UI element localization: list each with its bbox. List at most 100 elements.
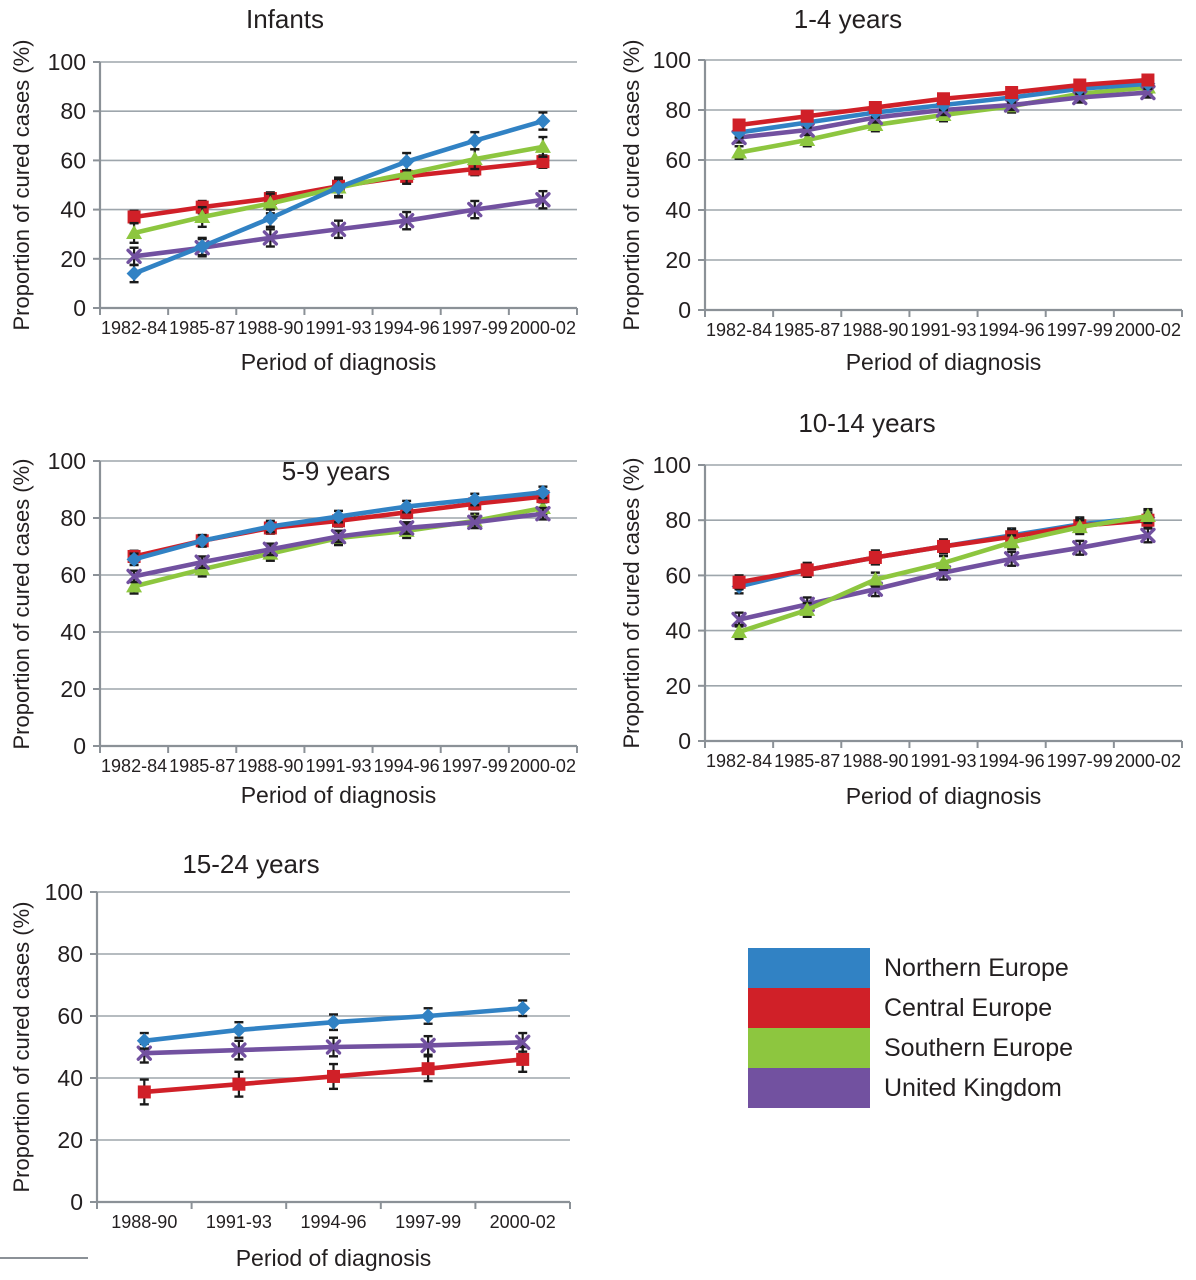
legend-label: Northern Europe <box>884 953 1069 982</box>
svg-text:100: 100 <box>653 452 691 478</box>
svg-text:20: 20 <box>57 1127 83 1153</box>
svg-text:0: 0 <box>73 733 86 759</box>
svg-text:1997-99: 1997-99 <box>442 756 508 776</box>
chart-title-1-4-years: 1-4 years <box>793 4 903 34</box>
plot-10-14-years: 0 20 40 60 80 100 1982-84 1985-87 1988-90 1991-93… <box>653 452 1183 771</box>
svg-text:1994-96: 1994-96 <box>979 320 1045 340</box>
y-tick-labels: 0 20 40 60 80 100 <box>48 448 86 759</box>
svg-text:1988-90: 1988-90 <box>111 1212 177 1232</box>
axes <box>698 59 1183 317</box>
svg-text:20: 20 <box>665 247 691 273</box>
svg-text:60: 60 <box>60 147 86 173</box>
x-tick-labels: 1982-84 1985-87 1988-90 1991-93 1994-96 1997-… <box>706 751 1181 771</box>
chart-title-5-9-years: 5-9 years <box>281 456 391 486</box>
svg-text:0: 0 <box>678 728 691 754</box>
x-axis-label: Period of diagnosis <box>845 349 1042 375</box>
legend-item-northern-europe: Northern Europe <box>748 948 1073 988</box>
svg-text:1985-87: 1985-87 <box>774 751 840 771</box>
chart-panel-1-4-years: 1-4 years 0 20 40 60 80 100 1982-84 1985-87 1988… <box>598 0 1196 400</box>
series-southern-europe <box>731 507 1156 641</box>
svg-text:1991-93: 1991-93 <box>910 320 976 340</box>
legend-label: Southern Europe <box>884 1033 1074 1062</box>
svg-text:2000-02: 2000-02 <box>510 318 576 338</box>
svg-text:60: 60 <box>60 562 86 588</box>
svg-text:20: 20 <box>60 676 86 702</box>
plot-infants: 0 20 40 60 80 100 1982-84 1985-87 1988-90 1991-93… <box>48 49 578 338</box>
svg-text:1985-87: 1985-87 <box>169 318 235 338</box>
svg-text:40: 40 <box>665 618 691 644</box>
x-tick-labels: 1988-90 1991-93 1994-96 1997-99 2000-02 <box>111 1212 555 1232</box>
svg-text:2000-02: 2000-02 <box>1115 320 1181 340</box>
legend-item-central-europe: Central Europe <box>748 988 1073 1028</box>
series-central-europe <box>127 489 550 564</box>
svg-text:2000-02: 2000-02 <box>490 1212 556 1232</box>
legend-swatch-central-europe <box>748 988 870 1028</box>
svg-text:1994-96: 1994-96 <box>374 756 440 776</box>
svg-text:2000-02: 2000-02 <box>510 756 576 776</box>
gridlines <box>100 460 577 747</box>
axes <box>93 61 578 315</box>
svg-text:60: 60 <box>665 562 691 588</box>
svg-text:1988-90: 1988-90 <box>237 756 303 776</box>
legend-item-united-kingdom: United Kingdom <box>748 1068 1073 1108</box>
svg-text:1997-99: 1997-99 <box>442 318 508 338</box>
svg-text:1994-96: 1994-96 <box>979 751 1045 771</box>
chart-panel-15-24-years: 15-24 years 0 20 40 60 80 100 1988-90 1991-93 19… <box>0 845 598 1280</box>
y-axis-label: Proportion of cured cases (%) <box>619 457 644 749</box>
svg-text:1991-93: 1991-93 <box>910 751 976 771</box>
y-axis-label: Proportion of cured cases (%) <box>9 458 34 750</box>
svg-text:0: 0 <box>678 297 691 323</box>
svg-text:1985-87: 1985-87 <box>169 756 235 776</box>
legend: Northern Europe Central Europe Southern … <box>748 948 1073 1108</box>
svg-text:1997-99: 1997-99 <box>1047 751 1113 771</box>
chart-title-10-14-years: 10-14 years <box>798 408 936 438</box>
svg-text:80: 80 <box>60 98 86 124</box>
svg-text:1988-90: 1988-90 <box>842 751 908 771</box>
svg-text:1991-93: 1991-93 <box>206 1212 272 1232</box>
chart-title-infants: Infants <box>245 4 325 34</box>
svg-text:1982-84: 1982-84 <box>706 751 772 771</box>
y-axis-label: Proportion of cured cases (%) <box>9 39 34 331</box>
legend-swatch-united-kingdom <box>748 1068 870 1108</box>
series-northern-europe <box>126 484 551 567</box>
legend-swatch-northern-europe <box>748 948 870 988</box>
svg-text:1997-99: 1997-99 <box>1047 320 1113 340</box>
legend-label: United Kingdom <box>884 1073 1062 1102</box>
legend-label: Central Europe <box>884 993 1053 1022</box>
series-northern-europe <box>126 111 551 284</box>
y-tick-labels: 0 20 40 60 80 100 <box>653 47 691 323</box>
svg-text:60: 60 <box>665 147 691 173</box>
gridlines <box>705 464 1182 742</box>
x-axis-label: Period of diagnosis <box>240 782 437 808</box>
legend-swatch-southern-europe <box>748 1028 870 1068</box>
svg-text:80: 80 <box>665 507 691 533</box>
svg-text:40: 40 <box>665 197 691 223</box>
svg-text:0: 0 <box>70 1189 83 1215</box>
chart-title-15-24-years: 15-24 years <box>182 849 320 879</box>
svg-text:1982-84: 1982-84 <box>101 318 167 338</box>
x-tick-labels: 1982-84 1985-87 1988-90 1991-93 1994-96 1997-… <box>101 756 576 776</box>
axes <box>90 891 571 1209</box>
x-axis-label: Period of diagnosis <box>240 349 437 375</box>
plot-15-24-years: 0 20 40 60 80 100 1988-90 1991-93 1994-96 1997-99… <box>45 879 571 1232</box>
svg-text:1994-96: 1994-96 <box>374 318 440 338</box>
y-axis-label: Proportion of cured cases (%) <box>9 901 34 1193</box>
chart-panel-5-9-years: 0 20 40 60 80 100 1982-84 1985-87 1988-90 1991-93… <box>0 430 598 825</box>
y-axis-label: Proportion of cured cases (%) <box>619 39 644 331</box>
plot-1-4-years: 0 20 40 60 80 100 1982-84 1985-87 1988-90 1991-93… <box>653 47 1183 340</box>
svg-text:40: 40 <box>60 619 86 645</box>
svg-text:1985-87: 1985-87 <box>774 320 840 340</box>
x-axis-label: Period of diagnosis <box>845 783 1042 809</box>
series-central-europe <box>732 73 1155 132</box>
svg-text:1982-84: 1982-84 <box>706 320 772 340</box>
svg-text:1997-99: 1997-99 <box>395 1212 461 1232</box>
svg-text:2000-02: 2000-02 <box>1115 751 1181 771</box>
series-central-europe <box>137 1045 530 1106</box>
svg-text:60: 60 <box>57 1003 83 1029</box>
page-edge-rule <box>0 1257 88 1259</box>
chart-panel-10-14-years: 10-14 years 0 20 40 60 80 100 1982-84 1985-87 19… <box>598 400 1196 830</box>
axes <box>93 460 578 753</box>
svg-text:80: 80 <box>60 505 86 531</box>
series-united-kingdom <box>136 1031 531 1064</box>
